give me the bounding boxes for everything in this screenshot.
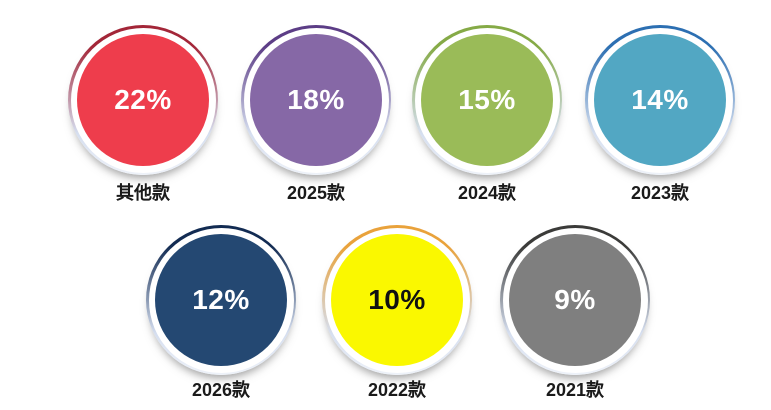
bubble-fill: 10% (331, 234, 463, 366)
bubble-fill: 15% (421, 34, 553, 166)
bubble-fill: 9% (509, 234, 641, 366)
bubble-ring: 9% (500, 225, 650, 375)
percent-bubble-2024款: 15% (412, 25, 562, 175)
bubble-white-gap: 9% (502, 227, 648, 373)
bubble-ring: 10% (322, 225, 472, 375)
bubble-ring: 18% (241, 25, 391, 175)
percent-bubble-其他款: 22% (68, 25, 218, 175)
bubble-percent-value: 18% (287, 84, 345, 115)
bubble-category-label-2021款: 2021款 (545, 380, 605, 400)
bubble-percent-value: 9% (554, 284, 596, 315)
bubble-ring: 14% (585, 25, 735, 175)
bubble-category-label-2024款: 2024款 (457, 183, 517, 203)
bubble-percent-value: 12% (192, 284, 250, 315)
percent-bubble-2023款: 14% (585, 25, 735, 175)
bubble-category-label-2023款: 2023款 (630, 183, 690, 203)
bubble-category-label-其他款: 其他款 (116, 183, 170, 203)
bubble-category-label-2022款: 2022款 (367, 380, 427, 400)
bubble-white-gap: 10% (324, 227, 470, 373)
bubble-fill: 22% (77, 34, 209, 166)
bubble-ring: 22% (68, 25, 218, 175)
percent-bubble-2025款: 18% (241, 25, 391, 175)
bubble-percent-value: 15% (458, 84, 516, 115)
bubble-white-gap: 22% (70, 27, 216, 173)
bubble-category-label-2025款: 2025款 (286, 183, 346, 203)
bubble-percent-value: 14% (631, 84, 689, 115)
bubble-white-gap: 14% (587, 27, 733, 173)
bubble-fill: 14% (594, 34, 726, 166)
bubble-fill: 12% (155, 234, 287, 366)
bubble-ring: 12% (146, 225, 296, 375)
bubble-category-label-2026款: 2026款 (191, 380, 251, 400)
bubble-white-gap: 12% (148, 227, 294, 373)
bubble-white-gap: 15% (414, 27, 560, 173)
percent-bubble-2026款: 12% (146, 225, 296, 375)
percent-bubble-2021款: 9% (500, 225, 650, 375)
bubble-percent-value: 22% (114, 84, 172, 115)
bubble-fill: 18% (250, 34, 382, 166)
bubble-percent-value: 10% (368, 284, 426, 315)
bubble-white-gap: 18% (243, 27, 389, 173)
bubble-ring: 15% (412, 25, 562, 175)
percent-bubble-2022款: 10% (322, 225, 472, 375)
